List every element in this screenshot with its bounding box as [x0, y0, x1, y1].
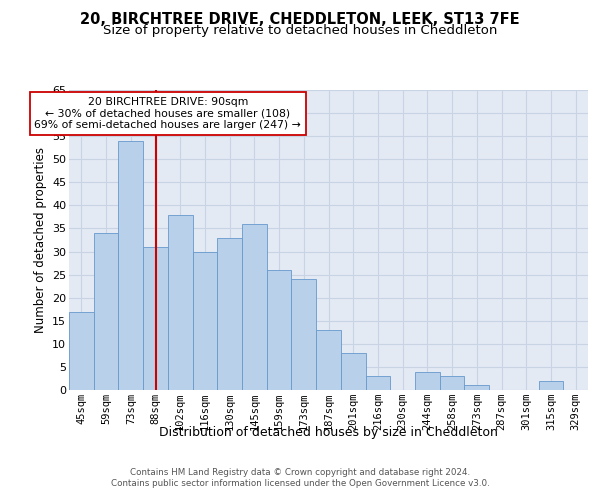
Text: 20 BIRCHTREE DRIVE: 90sqm
← 30% of detached houses are smaller (108)
69% of semi: 20 BIRCHTREE DRIVE: 90sqm ← 30% of detac…: [34, 97, 301, 130]
Text: Contains public sector information licensed under the Open Government Licence v3: Contains public sector information licen…: [110, 479, 490, 488]
Bar: [464, 386, 489, 390]
Bar: [365, 376, 390, 390]
Bar: [217, 238, 242, 390]
Bar: [118, 141, 143, 390]
Bar: [539, 381, 563, 390]
Bar: [440, 376, 464, 390]
Text: 20, BIRCHTREE DRIVE, CHEDDLETON, LEEK, ST13 7FE: 20, BIRCHTREE DRIVE, CHEDDLETON, LEEK, S…: [80, 12, 520, 28]
Text: Distribution of detached houses by size in Cheddleton: Distribution of detached houses by size …: [160, 426, 498, 439]
Bar: [168, 214, 193, 390]
Bar: [316, 330, 341, 390]
Text: Contains HM Land Registry data © Crown copyright and database right 2024.: Contains HM Land Registry data © Crown c…: [130, 468, 470, 477]
Bar: [94, 233, 118, 390]
Bar: [143, 247, 168, 390]
Bar: [267, 270, 292, 390]
Bar: [193, 252, 217, 390]
Bar: [341, 353, 365, 390]
Bar: [242, 224, 267, 390]
Bar: [415, 372, 440, 390]
Bar: [69, 312, 94, 390]
Y-axis label: Number of detached properties: Number of detached properties: [34, 147, 47, 333]
Text: Size of property relative to detached houses in Cheddleton: Size of property relative to detached ho…: [103, 24, 497, 37]
Bar: [292, 279, 316, 390]
